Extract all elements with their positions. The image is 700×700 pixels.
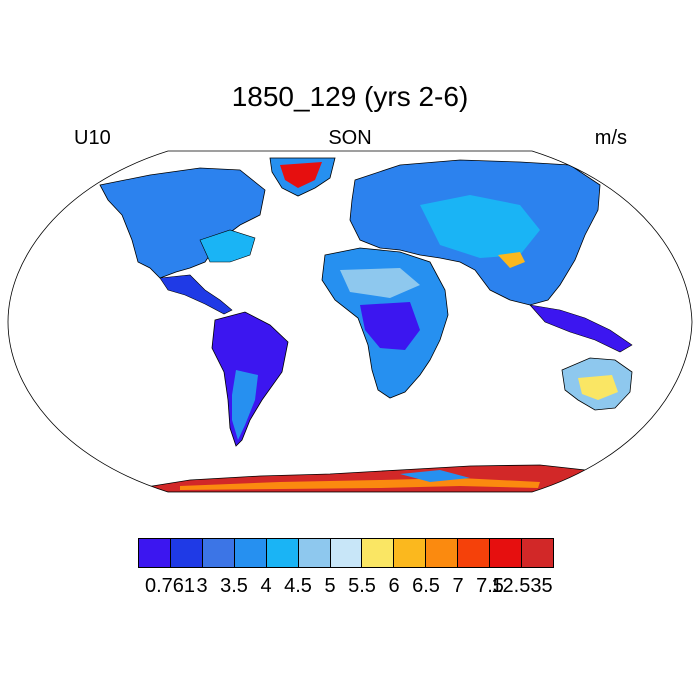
variable-label: U10 <box>74 127 111 149</box>
season-label: SON <box>328 127 372 149</box>
map-boundary <box>7 150 693 493</box>
colorbar-swatch-0 <box>139 539 171 567</box>
colorbar-swatch-12 <box>522 539 553 567</box>
greenland-highwind <box>280 162 322 188</box>
colorbar-swatch-3 <box>234 539 267 567</box>
colorbar-swatch-9 <box>426 539 459 567</box>
colorbar-swatch-7 <box>362 539 395 567</box>
colorbar-tick-label: 3.5 <box>220 575 248 597</box>
south-america-south <box>232 370 258 440</box>
colorbar-swatch-1 <box>170 539 203 567</box>
africa-sahara <box>340 268 420 298</box>
colorbar-swatch-2 <box>202 539 235 567</box>
colorbar-swatch-8 <box>394 539 427 567</box>
colorbar-tick-label: 4 <box>260 575 272 597</box>
colorbar-swatch-10 <box>458 539 491 567</box>
colorbar-swatch-6 <box>330 539 363 567</box>
antarctica-band <box>180 478 540 490</box>
australia-center <box>578 375 618 400</box>
landmass-indonesia <box>529 304 633 353</box>
landmass-north-america <box>99 167 266 279</box>
plot-title: 1850_129 (yrs 2-6) <box>231 81 469 112</box>
eurasia-interior <box>420 195 540 258</box>
colorbar-tick-label: 0.761 <box>144 575 196 597</box>
colorbar-tick-label: 3 <box>196 575 208 597</box>
africa-central <box>360 302 420 350</box>
colorbar-tick-label: 5 <box>324 575 336 597</box>
colorbar-swatch-11 <box>490 539 523 567</box>
colorbar-tick-label: 7 <box>452 575 464 597</box>
antarctica-lowwind <box>400 470 470 482</box>
colorbar-tick-label: 7.5 <box>476 575 504 597</box>
colorbar-swatch-5 <box>298 539 331 567</box>
eurasia-highland <box>498 252 525 268</box>
colorbar <box>138 538 554 568</box>
colorbar-tick-label: 5.5 <box>348 575 376 597</box>
colorbar-swatch-4 <box>266 539 299 567</box>
landmass-central-america <box>159 274 233 315</box>
colorbar-tick-label: 6 <box>388 575 400 597</box>
colorbar-tick-label: 12.535 <box>491 575 553 597</box>
units-label: m/s <box>594 127 627 149</box>
colorbar-tick-label: 4.5 <box>284 575 312 597</box>
colorbar-tick-label: 6.5 <box>412 575 440 597</box>
landmass-north-america-east <box>199 229 256 263</box>
